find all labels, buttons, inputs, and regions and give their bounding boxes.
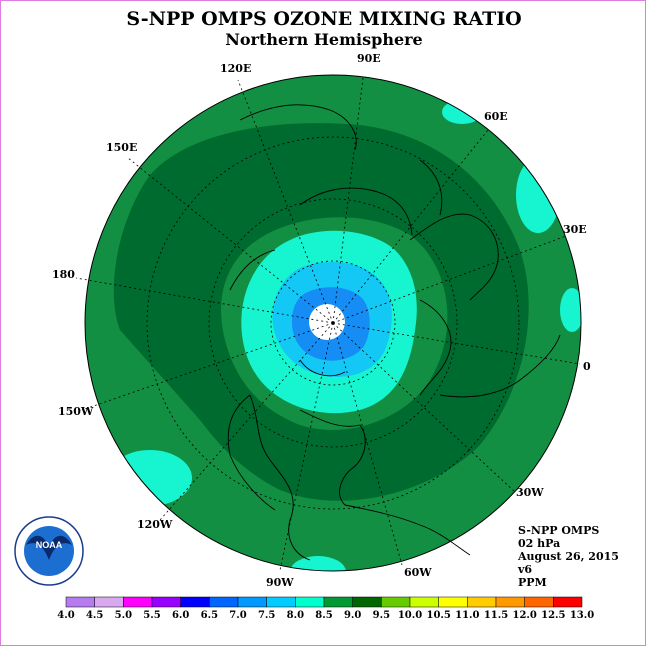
colorbar: 4.0 4.5 5.0 5.5 6.0 6.5 7.0 7.5 8.0 8.5 9.0 9.5 10.0… xyxy=(57,596,594,621)
map-subtitle: Northern Hemisphere xyxy=(225,30,423,49)
lon-label-120W: 120W xyxy=(137,518,173,531)
noaa-logo-bird xyxy=(26,535,72,560)
lon-label-120E: 120E xyxy=(220,62,252,75)
colorbar-swatch xyxy=(438,596,468,608)
colorbar-swatch xyxy=(151,596,181,608)
lon-label-90E: 90E xyxy=(357,52,381,65)
info-units: PPM xyxy=(518,576,547,589)
lon-label-180: 180 xyxy=(52,268,75,281)
colorbar-tick-label: 8.5 xyxy=(315,610,332,621)
noaa-logo-text: NOAA xyxy=(36,540,63,550)
colorbar-swatch xyxy=(266,596,296,608)
colorbar-swatch xyxy=(381,596,411,608)
colorbar-tick-label: 9.5 xyxy=(373,610,390,621)
colorbar-swatch xyxy=(495,596,525,608)
hemisphere-outline xyxy=(84,74,582,572)
colorbar-tick-label: 7.5 xyxy=(258,610,275,621)
colorbar-swatch xyxy=(94,596,124,608)
colorbar-swatch xyxy=(409,596,439,608)
lon-label-150E: 150E xyxy=(106,141,138,154)
colorbar-swatch xyxy=(180,596,210,608)
colorbar-tick-label: 6.5 xyxy=(201,610,218,621)
ozone-patch-east xyxy=(516,157,560,233)
colorbar-swatch xyxy=(65,596,95,608)
colorbar-tick-label: 6.0 xyxy=(172,610,189,621)
colorbar-swatch xyxy=(352,596,382,608)
colorbar-swatch xyxy=(323,596,353,608)
lon-label-60W: 60W xyxy=(404,566,432,579)
colorbar-tick-label: 8.0 xyxy=(287,610,304,621)
info-version: v6 xyxy=(518,563,533,576)
lon-label-30W: 30W xyxy=(516,486,544,499)
colorbar-tick-label: 4.5 xyxy=(86,610,103,621)
colorbar-tick-label: 10.5 xyxy=(426,610,450,621)
colorbar-swatch xyxy=(553,596,583,608)
graticule xyxy=(75,77,581,571)
info-block: S-NPP OMPS 02 hPa August 26, 2015 v6 PPM xyxy=(518,524,619,589)
colorbar-tick-label: 12.5 xyxy=(541,610,565,621)
map-title: S-NPP OMPS OZONE MIXING RATIO xyxy=(126,8,522,30)
colorbar-tick-label: 11.0 xyxy=(455,610,479,621)
lon-label-150W: 150W xyxy=(58,405,94,418)
lon-label-30E: 30E xyxy=(563,223,587,236)
colorbar-tick-label: 9.0 xyxy=(344,610,361,621)
ozone-patch-right xyxy=(560,288,581,332)
info-level: 02 hPa xyxy=(518,537,561,550)
colorbar-tick-label: 10.0 xyxy=(398,610,422,621)
colorbar-tick-label: 13.0 xyxy=(570,610,594,621)
colorbar-swatch xyxy=(237,596,267,608)
info-date: August 26, 2015 xyxy=(518,550,619,563)
noaa-logo: NOAA xyxy=(14,516,84,586)
ozone-patch-south xyxy=(290,556,346,571)
colorbar-tick-label: 4.0 xyxy=(57,610,74,621)
info-instrument: S-NPP OMPS xyxy=(518,524,600,537)
lon-label-0: 0 xyxy=(583,360,591,373)
ozone-patch-southwest xyxy=(108,450,192,506)
colorbar-swatch xyxy=(123,596,153,608)
lon-label-90W: 90W xyxy=(266,576,294,589)
coastlines xyxy=(227,104,561,561)
colorbar-tick-label: 7.0 xyxy=(229,610,246,621)
colorbar-tick-label: 5.5 xyxy=(143,610,160,621)
colorbar-tick-label: 11.5 xyxy=(484,610,508,621)
colorbar-tick-label: 12.0 xyxy=(512,610,536,621)
colorbar-swatch xyxy=(295,596,325,608)
lon-label-60E: 60E xyxy=(484,110,508,123)
colorbar-swatch xyxy=(467,596,497,608)
colorbar-swatch xyxy=(209,596,239,608)
colorbar-swatch xyxy=(524,596,554,608)
colorbar-tick-label: 5.0 xyxy=(115,610,132,621)
